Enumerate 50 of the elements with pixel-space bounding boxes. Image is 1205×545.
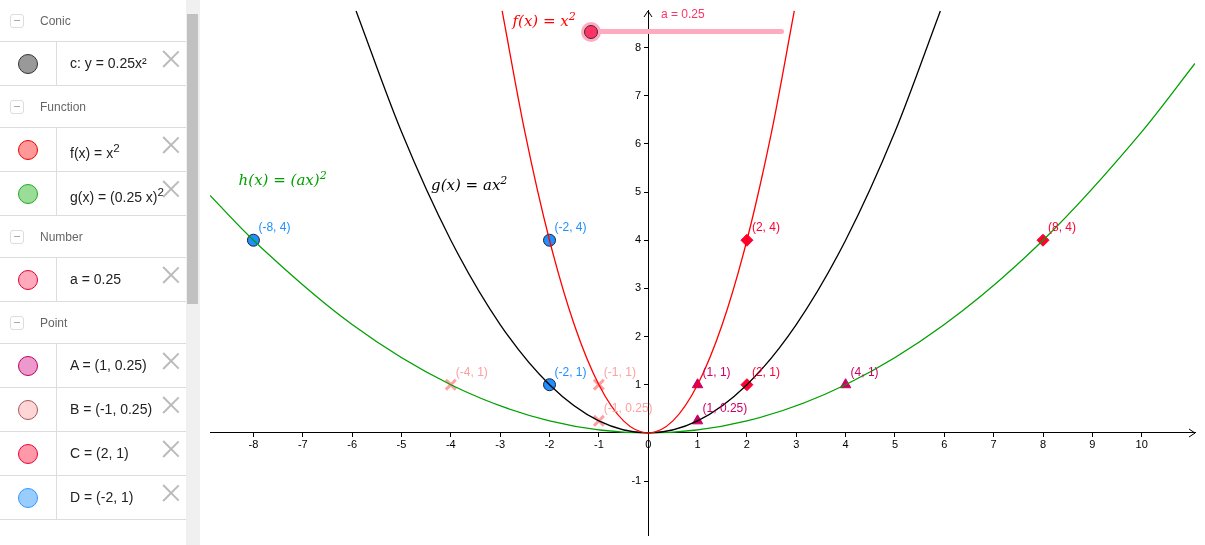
x-tick-label: -3 [495,438,506,451]
y-tick-label: 7 [635,88,642,101]
data-label: (-1, 1) [603,364,636,379]
line-series [501,10,795,434]
y-tick-label: 3 [635,281,642,294]
x-tick-label: -4 [445,438,456,451]
x-tick-label: -8 [248,438,259,451]
annotation: a = 0.25 [661,7,705,21]
x-tick-label: -6 [347,438,358,451]
y-tick-label: 1 [635,377,642,390]
y-tick-label: 5 [635,185,642,198]
text: g(x) = (0.25 x)$^{2}$ [70,185,165,205]
y-tick-label: 2 [635,329,642,342]
data-label: (1, 0.25) [702,400,748,415]
x-tick-label: 10 [1135,438,1148,451]
y-tick-label: -1 [631,474,642,487]
text: B = (-1, 0.25) [70,401,153,417]
x-tick-label: 2 [743,438,750,451]
data-label: (-4, 1) [455,364,488,379]
data-label: (-8, 4) [258,220,291,235]
line-series [210,62,1195,434]
text: Function [40,100,87,114]
x-tick-label: 6 [941,438,948,451]
text: Point [40,316,68,330]
x-tick-label: -2 [544,438,555,451]
data-label: (1, 1) [702,364,731,379]
y-tick-label: 4 [635,233,642,246]
x-tick-label: 9 [1089,438,1096,451]
y-tick-label: 8 [635,40,642,53]
data-label: (-2, 4) [554,220,587,235]
x-tick-label: -1 [593,438,604,451]
x-tick-label: 8 [1039,438,1047,451]
data-label: (-2, 1) [554,364,587,379]
x-tick-label: 3 [793,438,800,451]
x-tick-label: 7 [990,438,997,451]
y-tick-label: 6 [635,136,642,149]
text: C = (2, 1) [70,445,129,461]
text: Number [40,230,83,244]
text: Conic [40,14,71,28]
text: f(x) = x$^{2}$ [70,141,120,161]
x-tick-label: 4 [842,438,849,451]
data-label: (2, 4) [751,220,780,235]
x-tick-label: -7 [297,438,308,451]
text: a = 0.25 [70,271,121,287]
text: A = (1, 0.25) [70,357,147,373]
x-tick-label: 5 [891,438,899,451]
text: D = (-2, 1) [70,489,134,505]
text: c: y = 0.25x² [70,55,147,71]
x-tick-label: -5 [396,438,407,451]
x-tick-label: 1 [694,438,701,451]
